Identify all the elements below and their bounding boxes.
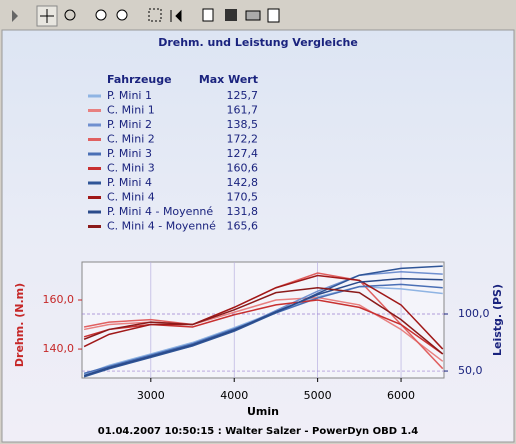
- play-button[interactable]: [12, 10, 18, 22]
- legend-max-value: 172,2: [227, 133, 259, 146]
- pan-icon: [40, 9, 54, 23]
- legend-label: C. Mini 2: [107, 133, 155, 146]
- y2-tick-label: 50,0: [458, 364, 483, 377]
- legend-label: P. Mini 4: [107, 176, 152, 189]
- zoom-out[interactable]: [95, 9, 107, 21]
- legend-max-value: 165,6: [227, 220, 259, 233]
- legend-max-value: 138,5: [227, 118, 259, 131]
- x-tick-label: 4000: [220, 389, 248, 402]
- x-tick-label: 5000: [304, 389, 332, 402]
- y2-axis-title: Leistg. (PS): [491, 284, 504, 356]
- y-tick-label: 160,0: [43, 293, 75, 306]
- legend-max-value: 170,5: [227, 191, 259, 204]
- legend-max-value: 142,8: [227, 176, 259, 189]
- chart-title: Drehm. und Leistung Vergleiche: [158, 36, 358, 49]
- save-button[interactable]: [225, 9, 237, 21]
- legend-max-value: 127,4: [227, 147, 259, 160]
- series-line: [83, 299, 444, 355]
- copy-button[interactable]: [202, 8, 214, 22]
- footer: 01.04.2007 10:50:15 : Walter Salzer - Po…: [98, 426, 419, 437]
- legend-label: C. Mini 4: [107, 191, 155, 204]
- select-tool[interactable]: [148, 8, 162, 22]
- legend-header: Max Wert: [199, 73, 258, 86]
- legend-label: P. Mini 3: [107, 147, 152, 160]
- legend-label: C. Mini 4 - Moyenné: [107, 220, 216, 233]
- toolbar: [12, 5, 280, 27]
- legend-label: P. Mini 2: [107, 118, 152, 131]
- legend-label: P. Mini 1: [107, 89, 152, 102]
- x-tick-label: 3000: [137, 389, 165, 402]
- legend-label: P. Mini 4 - Moyenné: [107, 205, 213, 218]
- y-tick-label: 140,0: [43, 342, 75, 355]
- cursor-tool[interactable]: [170, 9, 182, 23]
- series-line: [83, 277, 443, 377]
- legend-header: Fahrzeuge: [107, 73, 172, 86]
- zoom-tool[interactable]: [64, 9, 76, 21]
- chart-panel: [1, 29, 515, 443]
- series-line: [83, 296, 444, 362]
- legend-label: C. Mini 3: [107, 162, 155, 175]
- legend-max-value: 160,6: [227, 162, 259, 175]
- series-line: [83, 265, 443, 378]
- preview-button[interactable]: [267, 8, 280, 23]
- zoom-in[interactable]: [116, 9, 128, 21]
- legend-max-value: 131,8: [227, 205, 259, 218]
- y-axis-title: Drehm. (N.m): [13, 283, 26, 367]
- y2-tick-label: 100,0: [458, 307, 490, 320]
- legend-label: C. Mini 1: [107, 104, 155, 117]
- x-tick-label: 6000: [387, 389, 415, 402]
- series-line: [83, 274, 444, 350]
- x-axis-title: Umin: [247, 405, 279, 418]
- legend-max-value: 125,7: [227, 89, 259, 102]
- legend-max-value: 161,7: [227, 104, 259, 117]
- print-button[interactable]: [245, 10, 261, 21]
- series-line: [83, 286, 444, 355]
